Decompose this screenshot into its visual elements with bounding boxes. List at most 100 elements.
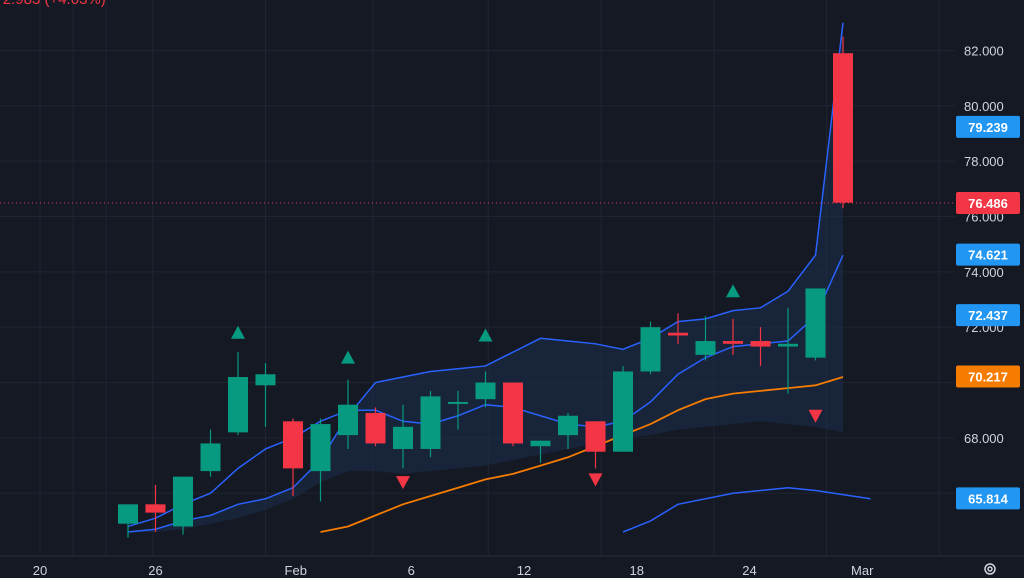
x-tick-label: Feb — [285, 563, 307, 576]
candle[interactable] — [695, 316, 716, 361]
candle-body — [613, 371, 633, 452]
buy-signal-marker — [726, 284, 740, 298]
x-tick-label: 12 — [517, 563, 531, 576]
price-change-text: +2.983 (+4.03%) — [0, 0, 106, 8]
candle-body — [695, 341, 716, 355]
price-tag-box — [956, 192, 1020, 215]
price-tag-box — [956, 115, 1020, 138]
price-tag-label: 65.814 — [968, 491, 1009, 506]
candle[interactable] — [255, 363, 276, 427]
candle[interactable] — [475, 371, 496, 408]
candle-body — [228, 377, 248, 433]
candle[interactable] — [118, 504, 138, 538]
price-tag-label: 76.486 — [968, 196, 1008, 211]
candle[interactable] — [448, 390, 468, 430]
candle-body — [365, 412, 386, 444]
price-tag: 65.814 — [956, 487, 1020, 510]
candle-body — [283, 421, 303, 469]
sell-signal-marker — [808, 409, 823, 423]
candle-body — [145, 504, 166, 513]
x-tick-label: 18 — [630, 563, 644, 576]
y-tick-label: 68.000 — [964, 431, 1004, 446]
candle-body — [448, 401, 468, 404]
price-axis-background — [955, 0, 1024, 556]
candle[interactable] — [668, 313, 688, 344]
candle[interactable] — [530, 440, 551, 463]
candle-body — [778, 343, 798, 347]
candle-body — [530, 440, 551, 447]
x-tick-label: 26 — [148, 563, 162, 576]
y-tick-label: 78.000 — [964, 154, 1004, 169]
time-axis[interactable]: 20 26 Feb 6 12 18 24 Mar — [0, 555, 1024, 576]
price-axis[interactable]: 82.00080.00078.00076.00074.00072.00068.0… — [955, 0, 1024, 556]
candle-body — [558, 415, 578, 436]
signal-markers — [231, 284, 823, 490]
candle-body — [805, 288, 826, 358]
candle[interactable] — [145, 484, 166, 532]
time-axis-background — [0, 556, 1024, 576]
candle[interactable] — [558, 412, 578, 449]
price-tag-label: 72.437 — [968, 308, 1008, 323]
candle-body — [255, 374, 276, 386]
candle[interactable] — [228, 352, 248, 436]
candle[interactable] — [393, 404, 413, 469]
candle[interactable] — [723, 318, 743, 355]
chart-grid — [0, 0, 955, 556]
upper-band-line — [127, 22, 844, 533]
price-tag: 79.239 — [956, 115, 1020, 138]
y-tick-label: 82.000 — [964, 43, 1004, 58]
x-tick-label: Mar — [851, 563, 874, 576]
price-tag-box — [956, 243, 1020, 266]
candle[interactable] — [833, 36, 853, 209]
candle[interactable] — [173, 476, 193, 535]
candle-body — [723, 341, 743, 344]
indicator-lines — [127, 22, 871, 533]
candle[interactable] — [613, 365, 633, 452]
candle-body — [420, 396, 441, 449]
price-tag-box — [956, 487, 1020, 510]
x-tick-label: 20 — [33, 563, 47, 576]
candle-body — [475, 382, 496, 400]
candle-body — [200, 443, 221, 472]
candle[interactable] — [750, 327, 771, 366]
price-tag-label: 79.239 — [968, 120, 1008, 135]
x-tick-label: 6 — [408, 563, 415, 576]
lower-band-line — [622, 486, 871, 533]
price-tag: 70.217 — [956, 365, 1020, 388]
candle[interactable] — [585, 421, 606, 469]
candle-body — [118, 504, 138, 524]
x-tick-label: 24 — [742, 563, 756, 576]
candle[interactable] — [420, 390, 441, 458]
buy-signal-marker — [231, 325, 245, 339]
band-fill — [128, 22, 843, 532]
candle[interactable] — [778, 307, 798, 394]
moving-average-line — [320, 376, 844, 533]
candle-body — [173, 476, 193, 527]
candle-body — [503, 382, 523, 444]
candle[interactable] — [338, 379, 358, 449]
gear-icon[interactable] — [981, 560, 999, 578]
price-tags: 79.239 76.486 74.621 72.437 70.217 65.814 — [956, 115, 1020, 510]
price-tag: 74.621 — [956, 243, 1020, 266]
sell-signal-marker — [588, 473, 603, 487]
candle[interactable] — [365, 407, 386, 447]
candle-body — [833, 53, 853, 203]
candle[interactable] — [640, 321, 661, 375]
candlesticks[interactable] — [118, 36, 853, 538]
candle-body — [640, 327, 661, 372]
candle[interactable] — [805, 288, 826, 361]
price-tag-label: 74.621 — [968, 248, 1008, 263]
candle[interactable] — [310, 418, 331, 502]
candle[interactable] — [283, 418, 303, 497]
price-tag-box — [956, 304, 1020, 327]
price-tag: 76.486 — [956, 192, 1020, 215]
candle-body — [338, 404, 358, 436]
y-tick-label: 74.000 — [964, 265, 1004, 280]
candle-body — [310, 424, 331, 472]
price-tag-box — [956, 365, 1020, 388]
candle-body — [393, 426, 413, 449]
candle[interactable] — [200, 429, 221, 477]
candle[interactable] — [503, 382, 523, 447]
y-tick-label: 80.000 — [964, 99, 1004, 114]
